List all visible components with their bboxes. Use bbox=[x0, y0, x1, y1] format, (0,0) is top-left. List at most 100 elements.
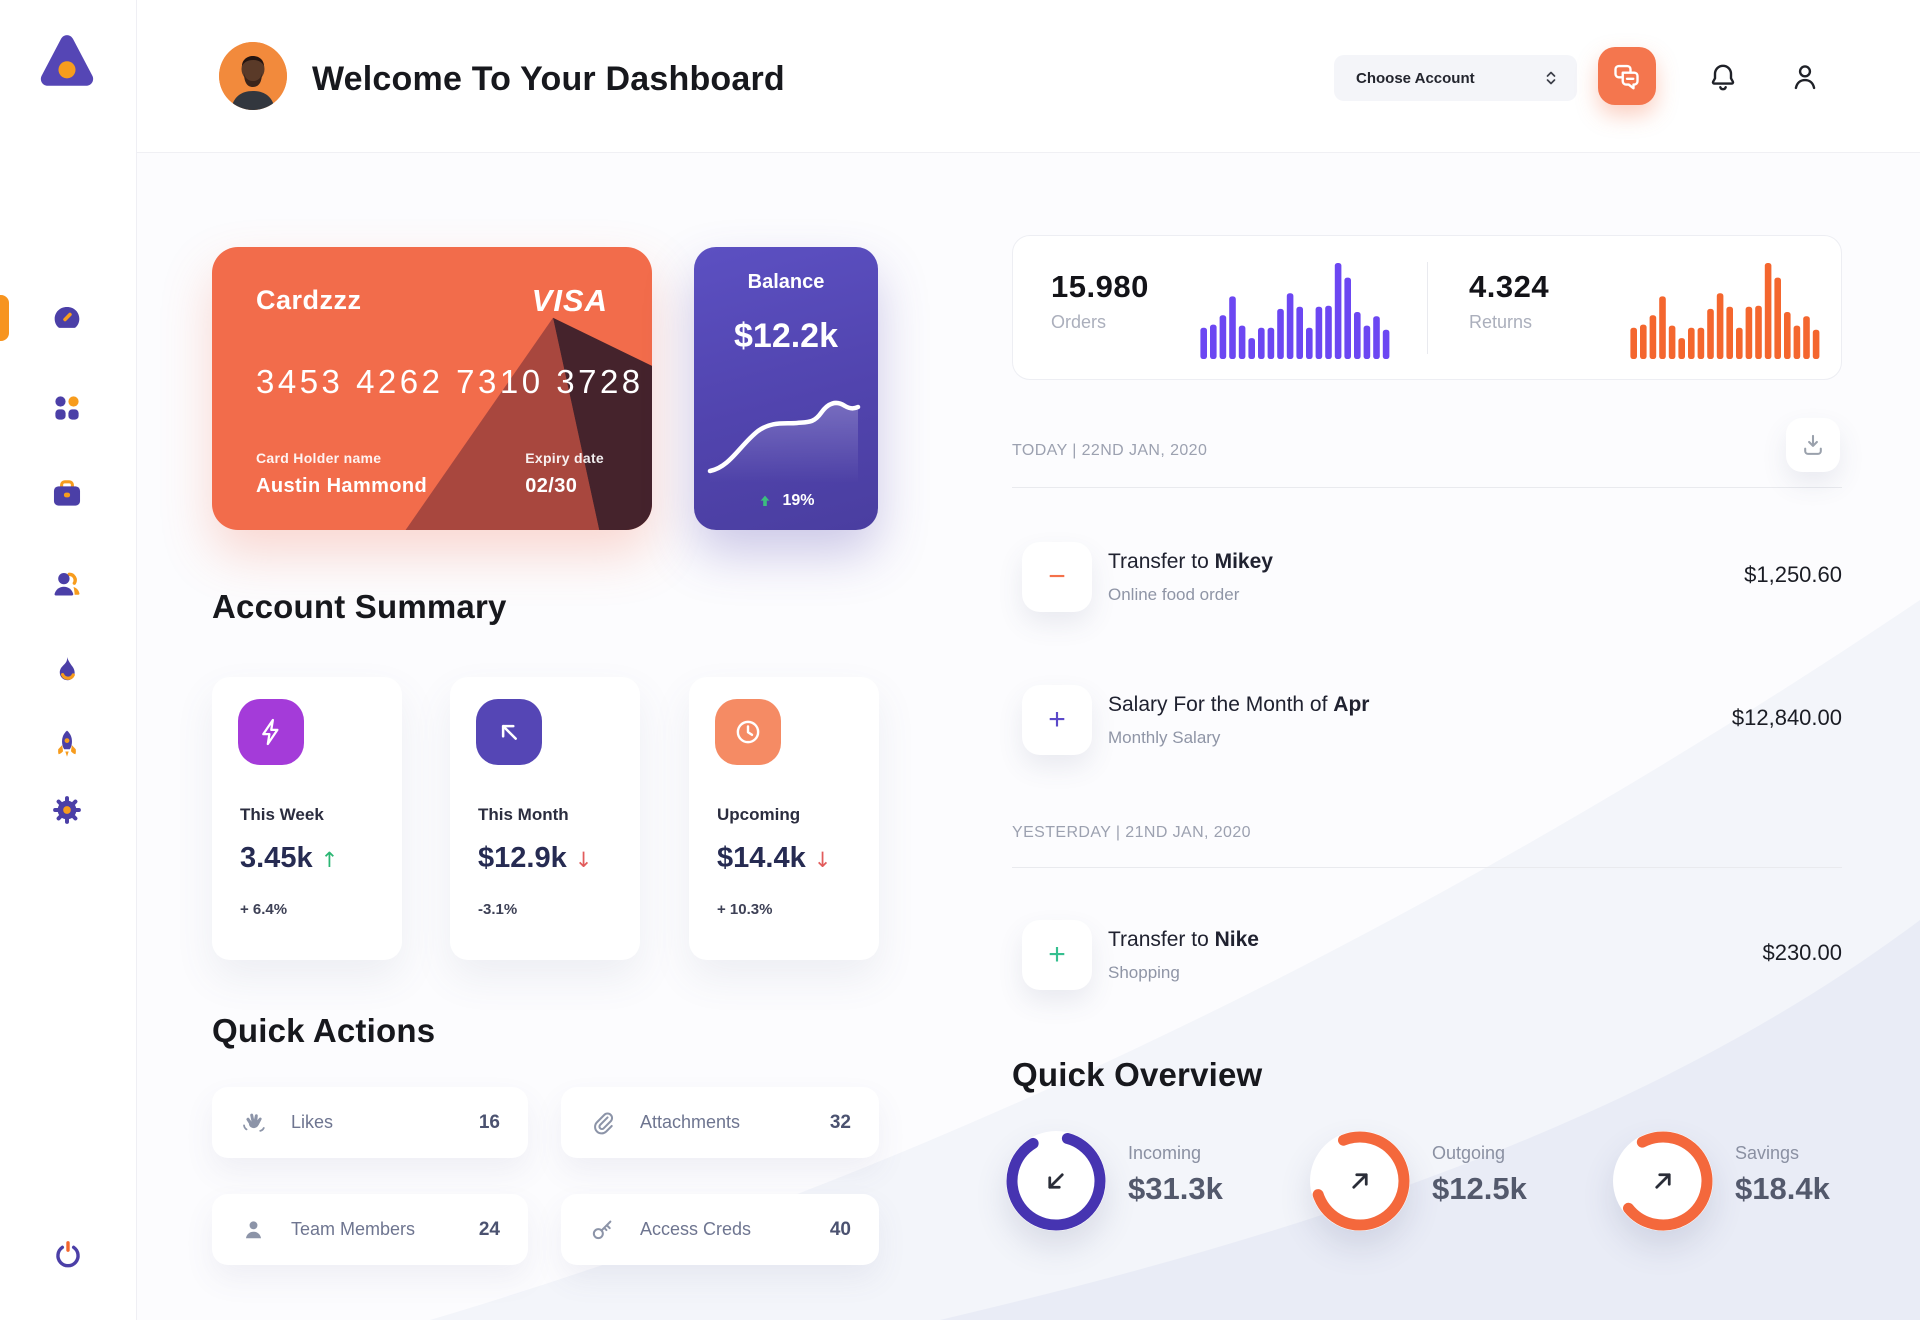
summary-card-this-month: This Month $12.9k ↓ -3.1% bbox=[450, 677, 640, 960]
logout-button[interactable] bbox=[51, 1238, 85, 1272]
summary-value: $14.4k ↓ bbox=[717, 842, 832, 874]
grid-dots-icon bbox=[55, 396, 79, 420]
access-creds-action[interactable]: Access Creds 40 bbox=[561, 1194, 879, 1265]
download-statement-button[interactable] bbox=[1786, 418, 1840, 472]
sidebar-item-apps[interactable] bbox=[50, 390, 86, 426]
overview-value: $18.4k bbox=[1735, 1171, 1830, 1206]
transaction-amount: $12,840.00 bbox=[1731, 705, 1842, 730]
briefcase-icon bbox=[53, 480, 81, 506]
summary-label: This Month bbox=[478, 805, 569, 824]
summary-delta: -3.1% bbox=[478, 901, 518, 918]
action-count: 24 bbox=[478, 1218, 500, 1240]
transaction-subtitle: Shopping bbox=[1108, 963, 1180, 982]
transaction-row[interactable]: + Salary For the Month of Apr Monthly Sa… bbox=[1012, 685, 1842, 755]
transaction-sign-icon: + bbox=[1022, 685, 1092, 755]
savings-donut bbox=[1613, 1131, 1713, 1231]
user-avatar[interactable] bbox=[219, 42, 287, 110]
transaction-row[interactable]: + Transfer to Nike Shopping $230.00 bbox=[1012, 920, 1842, 990]
outgoing-overview: Outgoing $12.5k bbox=[1310, 1131, 1600, 1231]
orders-returns-card: 15.980 Orders 4.324 Returns bbox=[1012, 235, 1842, 380]
orders-value: 15.980 bbox=[1051, 269, 1149, 304]
action-count: 32 bbox=[829, 1111, 851, 1133]
action-label: Likes bbox=[291, 1112, 334, 1132]
arrow-up-icon bbox=[761, 495, 770, 506]
transaction-title: Transfer to Nike bbox=[1108, 928, 1259, 951]
clap-icon bbox=[243, 1113, 265, 1132]
choose-account-label: Choose Account bbox=[1356, 69, 1475, 87]
overview-label: Incoming bbox=[1128, 1143, 1202, 1163]
account-summary-heading: Account Summary bbox=[212, 588, 507, 625]
paperclip-icon bbox=[594, 1112, 614, 1135]
sidebar bbox=[0, 0, 137, 1320]
summary-delta: + 10.3% bbox=[717, 901, 773, 918]
balance-trend-chart bbox=[707, 400, 861, 483]
profile-button[interactable] bbox=[1789, 61, 1821, 93]
sidebar-item-portfolio[interactable] bbox=[50, 476, 86, 512]
power-icon bbox=[56, 1241, 80, 1268]
returns-value: 4.324 bbox=[1469, 269, 1550, 304]
summary-delta: + 6.4% bbox=[240, 901, 288, 918]
header: Welcome To Your Dashboard Choose Account bbox=[137, 0, 1920, 153]
visa-logo: VISA bbox=[531, 283, 608, 318]
quick-actions-heading: Quick Actions bbox=[212, 1012, 436, 1049]
sidebar-item-team[interactable] bbox=[50, 566, 86, 602]
flame-icon bbox=[59, 656, 75, 681]
transaction-title: Salary For the Month of Apr bbox=[1108, 693, 1370, 716]
speedometer-icon bbox=[54, 306, 80, 328]
choose-account-select[interactable]: Choose Account bbox=[1334, 55, 1577, 101]
clock-icon bbox=[715, 699, 781, 765]
summary-label: Upcoming bbox=[717, 805, 801, 824]
notifications-button[interactable] bbox=[1707, 61, 1739, 93]
transaction-subtitle: Online food order bbox=[1108, 585, 1240, 604]
users-icon bbox=[54, 572, 80, 596]
page-title: Welcome To Your Dashboard bbox=[312, 60, 785, 98]
chat-bubbles-icon bbox=[1614, 64, 1639, 90]
card-expiry: Expiry date 02/30 bbox=[525, 450, 604, 498]
divider bbox=[1012, 487, 1842, 488]
savings-overview: Savings $18.4k bbox=[1613, 1131, 1903, 1231]
card-holder-label: Card Holder name bbox=[256, 450, 382, 466]
summary-card-upcoming: Upcoming $14.4k ↓ + 10.3% bbox=[689, 677, 879, 960]
orders-label: Orders bbox=[1051, 312, 1107, 332]
action-label: Access Creds bbox=[640, 1219, 752, 1239]
balance-card: Balance $12.2k 19% bbox=[694, 247, 878, 530]
rocket-icon bbox=[58, 730, 76, 757]
bell-icon bbox=[1711, 64, 1735, 91]
card-holder: Card Holder name Austin Hammond bbox=[256, 450, 427, 498]
card-holder-name: Austin Hammond bbox=[256, 475, 428, 497]
transaction-amount: $1,250.60 bbox=[1744, 562, 1842, 587]
messages-button[interactable] bbox=[1598, 47, 1656, 105]
trend-arrow: ↓ bbox=[813, 848, 832, 872]
balance-delta: 19% bbox=[782, 492, 815, 509]
sidebar-item-activity[interactable] bbox=[50, 652, 86, 688]
attachments-action[interactable]: Attachments 32 bbox=[561, 1087, 879, 1158]
overview-value: $12.5k bbox=[1432, 1171, 1527, 1206]
arrow-ne-icon bbox=[1352, 1173, 1368, 1189]
key-icon bbox=[592, 1220, 612, 1240]
overview-label: Savings bbox=[1735, 1143, 1800, 1163]
app-logo bbox=[34, 28, 100, 94]
likes-action[interactable]: Likes 16 bbox=[212, 1087, 528, 1158]
expiry-label: Expiry date bbox=[525, 450, 604, 466]
summary-label: This Week bbox=[240, 805, 324, 824]
returns-sparkline bbox=[1630, 263, 1820, 359]
sidebar-item-launch[interactable] bbox=[50, 726, 86, 762]
today-date-label: TODAY | 22ND JAN, 2020 bbox=[1012, 442, 1208, 459]
action-count: 40 bbox=[829, 1218, 851, 1240]
download-icon bbox=[1804, 434, 1822, 455]
chevron-up-down-icon bbox=[1546, 71, 1556, 85]
arrow-sw-icon bbox=[1048, 1173, 1064, 1189]
team-members-action[interactable]: Team Members 24 bbox=[212, 1194, 528, 1265]
transaction-row[interactable]: − Transfer to Mikey Online food order $1… bbox=[1012, 542, 1842, 612]
summary-value: 3.45k ↑ bbox=[240, 842, 339, 874]
person-icon bbox=[1794, 65, 1816, 90]
sidebar-item-dashboard[interactable] bbox=[50, 300, 86, 336]
sidebar-item-settings[interactable] bbox=[50, 792, 86, 828]
outgoing-donut bbox=[1310, 1131, 1410, 1231]
returns-label: Returns bbox=[1469, 312, 1533, 332]
divider bbox=[1427, 262, 1428, 354]
transaction-sign-icon: − bbox=[1022, 542, 1092, 612]
transaction-title: Transfer to Mikey bbox=[1108, 550, 1273, 573]
lightning-icon bbox=[238, 699, 304, 765]
